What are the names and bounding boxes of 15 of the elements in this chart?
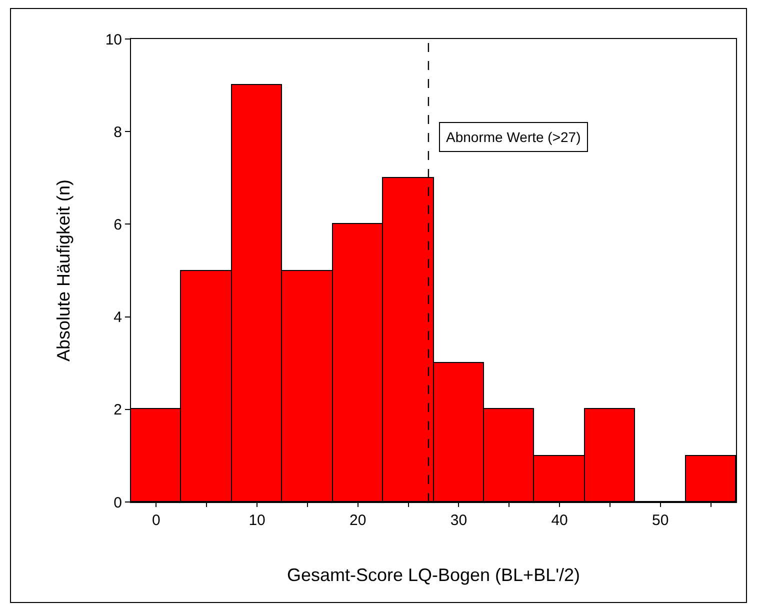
y-tick-label: 10 — [105, 31, 122, 48]
x-tick-label: 20 — [350, 512, 366, 529]
x-tick-label: 0 — [152, 512, 160, 529]
x-tick-label: 10 — [248, 512, 266, 529]
y-axis-title: Absolute Häufigkeit (n) — [54, 179, 74, 362]
y-tick-label: 2 — [114, 402, 122, 419]
x-axis-title: Gesamt-Score LQ-Bogen (BL+BL'/2) — [286, 565, 580, 586]
y-tick-label: 0 — [114, 494, 122, 512]
x-tick-label: 50 — [652, 512, 669, 529]
y-tick-label: 4 — [114, 309, 122, 326]
ref-line-label: Abnorme Werte (>27) — [446, 129, 581, 145]
y-tick-label: 8 — [114, 124, 122, 141]
x-tick-label: 30 — [450, 512, 468, 529]
x-tick-label: 40 — [551, 512, 568, 529]
y-tick-label: 6 — [114, 216, 122, 234]
